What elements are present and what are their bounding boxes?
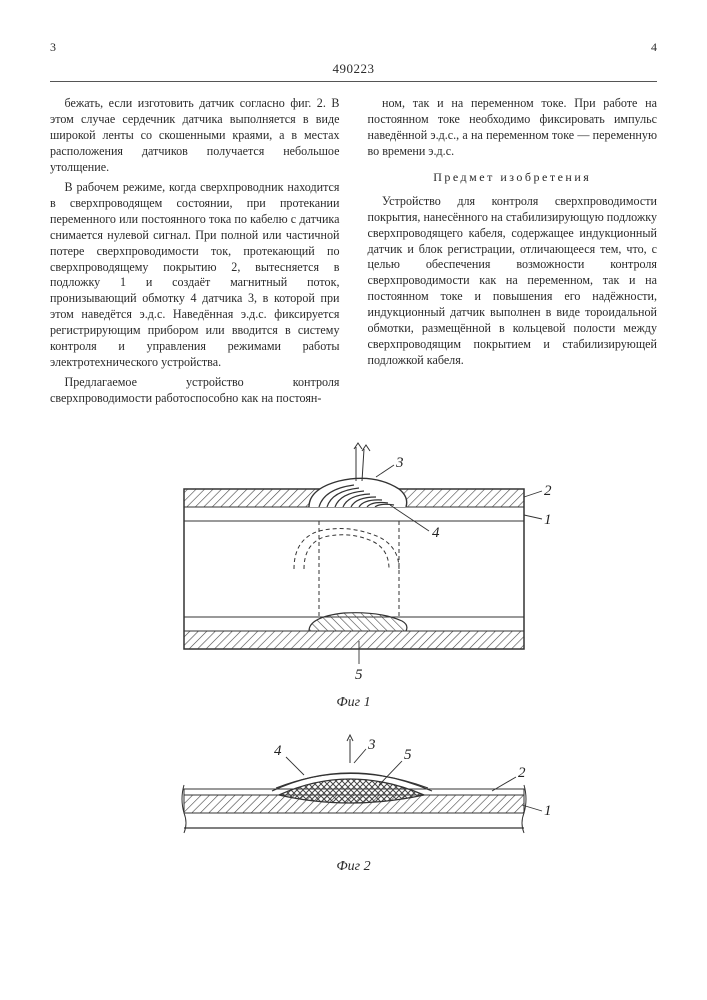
page-num-right: 4 <box>651 40 657 55</box>
fig1-label-1: 1 <box>544 512 552 528</box>
fig1-label-5: 5 <box>355 667 363 683</box>
fig1-label-4: 4 <box>432 525 440 541</box>
left-p3: Предлагаемое устройство контроля сверхпр… <box>50 375 340 407</box>
header-divider <box>50 81 657 82</box>
left-p1: бежать, если изготовить датчик согласно … <box>50 96 340 176</box>
fig2-label-1: 1 <box>544 803 552 819</box>
left-column: бежать, если изготовить датчик согласно … <box>50 96 340 411</box>
fig2-caption: Фиг 2 <box>50 859 657 875</box>
figure-1: 3 4 2 1 5 <box>144 439 564 689</box>
fig2-label-3: 3 <box>367 737 376 753</box>
fig1-caption: Фиг 1 <box>50 695 657 711</box>
fig2-label-5: 5 <box>404 747 412 763</box>
patent-number: 490223 <box>50 61 657 77</box>
text-columns: бежать, если изготовить датчик согласно … <box>50 96 657 411</box>
figure-2: 4 3 5 2 1 <box>144 733 564 853</box>
page-num-left: 3 <box>50 40 56 55</box>
fig1-label-2: 2 <box>544 483 552 499</box>
right-column: ном, так и на переменном токе. При работ… <box>368 96 658 411</box>
claims-title: Предмет изобретения <box>368 170 658 186</box>
right-p2: Устройство для контроля сверхпроводимост… <box>368 194 658 369</box>
right-p1: ном, так и на переменном токе. При работ… <box>368 96 658 160</box>
left-p2: В рабочем режиме, когда сверхпроводник н… <box>50 180 340 371</box>
fig2-label-2: 2 <box>518 765 526 781</box>
figures-block: 3 4 2 1 5 Фиг 1 <box>50 439 657 875</box>
fig1-label-3: 3 <box>395 455 404 471</box>
fig2-label-4: 4 <box>274 743 282 759</box>
